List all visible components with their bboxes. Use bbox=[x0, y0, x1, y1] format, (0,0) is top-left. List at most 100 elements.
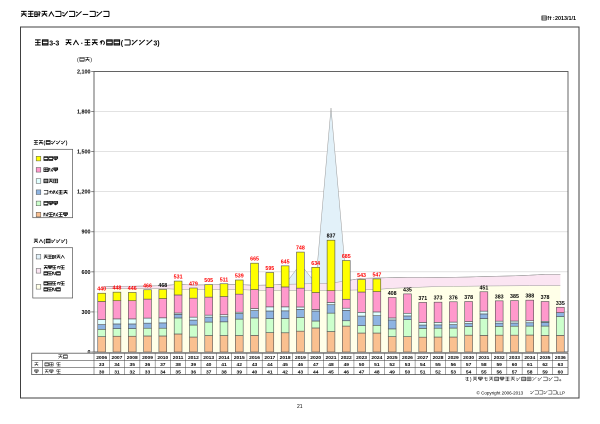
svg-text:2030: 2030 bbox=[463, 355, 474, 361]
svg-text:): ) bbox=[90, 58, 92, 64]
svg-text:446: 446 bbox=[128, 286, 137, 292]
svg-text:49: 49 bbox=[389, 369, 395, 375]
svg-text:531: 531 bbox=[174, 275, 183, 281]
svg-text:451: 451 bbox=[479, 285, 488, 291]
svg-text:42: 42 bbox=[237, 362, 243, 368]
svg-text:2023: 2023 bbox=[356, 355, 367, 361]
svg-text:2026: 2026 bbox=[402, 355, 413, 361]
svg-text:45: 45 bbox=[328, 369, 334, 375]
svg-text:2,100: 2,100 bbox=[77, 69, 91, 75]
svg-text:2018: 2018 bbox=[280, 355, 291, 361]
svg-text:2027: 2027 bbox=[417, 355, 428, 361]
svg-text:376: 376 bbox=[449, 295, 458, 301]
svg-text:43: 43 bbox=[252, 362, 258, 368]
svg-text:60: 60 bbox=[558, 369, 564, 375]
svg-text:335: 335 bbox=[556, 301, 565, 307]
svg-text:2034: 2034 bbox=[524, 355, 535, 361]
svg-text:59: 59 bbox=[542, 369, 548, 375]
svg-text:505: 505 bbox=[204, 278, 213, 284]
svg-text:2029: 2029 bbox=[448, 355, 459, 361]
svg-text:33: 33 bbox=[145, 369, 151, 375]
svg-text:45: 45 bbox=[282, 362, 288, 368]
svg-text:547: 547 bbox=[372, 272, 381, 278]
svg-text:37: 37 bbox=[206, 369, 212, 375]
svg-text:2021: 2021 bbox=[326, 355, 337, 361]
svg-text:60: 60 bbox=[512, 362, 518, 368]
svg-text:2013: 2013 bbox=[203, 355, 214, 361]
svg-text:(: ( bbox=[77, 58, 79, 64]
svg-text:2020: 2020 bbox=[310, 355, 321, 361]
svg-text:2025: 2025 bbox=[387, 355, 398, 361]
svg-text:47: 47 bbox=[313, 362, 319, 368]
svg-text:58: 58 bbox=[527, 369, 533, 375]
svg-text:53: 53 bbox=[405, 362, 411, 368]
svg-text:44: 44 bbox=[267, 362, 273, 368]
svg-text:55: 55 bbox=[481, 369, 487, 375]
svg-text:61: 61 bbox=[527, 362, 533, 368]
svg-text:41: 41 bbox=[267, 369, 273, 375]
svg-text:685: 685 bbox=[342, 254, 351, 260]
svg-text:): ) bbox=[66, 141, 68, 147]
svg-text:34: 34 bbox=[114, 362, 120, 368]
svg-text:21: 21 bbox=[297, 404, 303, 410]
svg-text:539: 539 bbox=[235, 274, 244, 280]
svg-text:479: 479 bbox=[189, 282, 198, 288]
svg-text:36: 36 bbox=[145, 362, 151, 368]
svg-text:2024: 2024 bbox=[371, 355, 382, 361]
svg-text:56: 56 bbox=[496, 369, 502, 375]
svg-text:2032: 2032 bbox=[494, 355, 505, 361]
svg-text:511: 511 bbox=[220, 277, 229, 283]
svg-text:448: 448 bbox=[113, 286, 122, 292]
svg-text:300: 300 bbox=[82, 310, 91, 316]
svg-text:2028: 2028 bbox=[433, 355, 444, 361]
svg-text:2014: 2014 bbox=[219, 355, 230, 361]
svg-text:3-3: 3-3 bbox=[49, 40, 59, 47]
svg-text:59: 59 bbox=[496, 362, 502, 368]
svg-text:47: 47 bbox=[359, 369, 365, 375]
svg-text:2008: 2008 bbox=[127, 355, 138, 361]
svg-text:40: 40 bbox=[206, 362, 212, 368]
svg-text:33: 33 bbox=[99, 362, 105, 368]
svg-text:373: 373 bbox=[434, 296, 443, 302]
svg-text:30: 30 bbox=[99, 369, 105, 375]
svg-text:): ) bbox=[470, 377, 472, 383]
svg-text:2019: 2019 bbox=[295, 355, 306, 361]
svg-text:1,500: 1,500 bbox=[77, 150, 91, 156]
svg-text:466: 466 bbox=[143, 283, 152, 289]
svg-text:52: 52 bbox=[435, 369, 441, 375]
svg-text:2012: 2012 bbox=[188, 355, 199, 361]
svg-text:645: 645 bbox=[281, 259, 290, 265]
svg-text:2007: 2007 bbox=[111, 355, 122, 361]
svg-text:39: 39 bbox=[237, 369, 243, 375]
svg-text:900: 900 bbox=[82, 230, 91, 236]
svg-text:): ) bbox=[66, 239, 68, 245]
svg-text:44: 44 bbox=[313, 369, 319, 375]
svg-text:371: 371 bbox=[418, 296, 427, 302]
svg-text:32: 32 bbox=[130, 369, 136, 375]
svg-text:49: 49 bbox=[344, 362, 350, 368]
svg-text:837: 837 bbox=[327, 234, 336, 240]
svg-text:2017: 2017 bbox=[264, 355, 275, 361]
svg-text::: : bbox=[553, 16, 555, 22]
svg-text:31: 31 bbox=[114, 369, 120, 375]
svg-text:38: 38 bbox=[221, 369, 227, 375]
svg-text:57: 57 bbox=[466, 362, 472, 368]
svg-text:748: 748 bbox=[296, 246, 305, 252]
svg-text:2022: 2022 bbox=[341, 355, 352, 361]
svg-text:435: 435 bbox=[403, 287, 412, 293]
svg-text:665: 665 bbox=[250, 257, 259, 263]
svg-text:56: 56 bbox=[451, 362, 457, 368]
svg-text:54: 54 bbox=[466, 369, 472, 375]
svg-text:36: 36 bbox=[191, 369, 197, 375]
svg-text:48: 48 bbox=[328, 362, 334, 368]
svg-text:2035: 2035 bbox=[540, 355, 551, 361]
svg-text:408: 408 bbox=[388, 291, 397, 297]
svg-text:37: 37 bbox=[160, 362, 166, 368]
svg-text:52: 52 bbox=[389, 362, 395, 368]
svg-text:2009: 2009 bbox=[142, 355, 153, 361]
svg-text:): ) bbox=[157, 40, 159, 47]
svg-text:3: 3 bbox=[153, 40, 157, 47]
svg-text:634: 634 bbox=[311, 261, 320, 267]
svg-text:LLP: LLP bbox=[557, 390, 565, 395]
svg-text:40: 40 bbox=[252, 369, 258, 375]
